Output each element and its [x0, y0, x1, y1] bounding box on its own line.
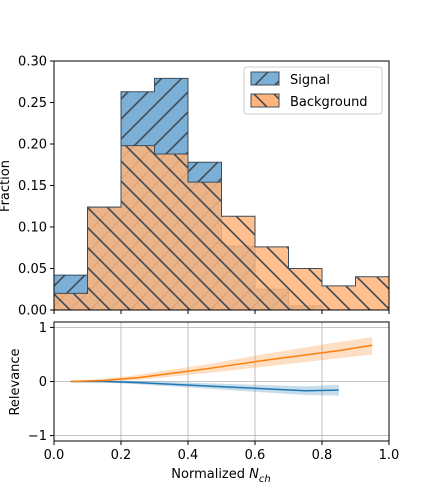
relevance-y-tick-label: −1 [28, 429, 47, 444]
histogram-panel: 0.00 0.05 0.10 0.15 0.20 0.25 0.30 Fraction Si… [0, 55, 390, 319]
histogram-y-tick-label: 0.20 [18, 138, 47, 153]
relevance-x-ticks: 0.0 0.2 0.4 0.6 0.8 1.0 [44, 441, 400, 463]
bar-hatch-background-2 [121, 145, 155, 310]
relevance-x-tick-label: 0.2 [111, 448, 132, 463]
relevance-series [70, 337, 373, 396]
relevance-band-orange [70, 337, 373, 383]
x-axis-label-var: N [249, 467, 259, 482]
histogram-bars [54, 77, 389, 310]
bar-hatch-background-8 [322, 285, 356, 310]
bar-hatch-background-5 [221, 216, 255, 310]
legend: Signal Background [243, 66, 383, 115]
histogram-y-tick-label: 0.15 [18, 179, 47, 194]
series-background-bars [54, 145, 389, 310]
bar-hatch-background-6 [255, 246, 289, 310]
relevance-series-orange [70, 337, 373, 383]
histogram-y-tick-label: 0.30 [18, 55, 47, 70]
relevance-band-blue [70, 380, 339, 396]
histogram-y-axis-label: Fraction [0, 160, 13, 212]
histogram-y-tick-label: 0.25 [18, 96, 47, 111]
relevance-x-tick-label: 0.4 [178, 448, 199, 463]
histogram-y-tick-label: 0.10 [18, 221, 47, 236]
x-axis-label: Normalized Nch [171, 467, 270, 485]
relevance-y-tick-label: 0 [39, 375, 47, 390]
histogram-y-ticks: 0.00 0.05 0.10 0.15 0.20 0.25 0.30 [18, 55, 54, 319]
legend-label-signal: Signal [290, 73, 330, 88]
x-axis-label-sub: ch [259, 474, 271, 485]
relevance-series-blue [70, 380, 339, 396]
relevance-x-tick-label: 0.6 [245, 448, 266, 463]
relevance-x-tick-label: 0.0 [44, 448, 65, 463]
bar-hatch-background-4 [188, 182, 222, 310]
relevance-panel: −1 0 1 0.0 0.2 0.4 0.6 0.8 1.0 Relevance Normal… [8, 321, 399, 485]
bar-hatch-background-0 [54, 293, 88, 310]
relevance-line-orange [70, 344, 373, 383]
relevance-y-tick-label: 1 [39, 321, 47, 336]
relevance-x-tick-label: 0.8 [312, 448, 333, 463]
bar-hatch-background-1 [87, 207, 121, 310]
relevance-line-blue [70, 380, 339, 392]
relevance-y-ticks: −1 0 1 [28, 321, 54, 444]
bar-hatch-background-9 [355, 276, 389, 310]
relevance-x-tick-label: 1.0 [379, 448, 400, 463]
legend-label-background: Background [290, 95, 368, 110]
x-axis-label-main: Normalized [171, 467, 249, 482]
histogram-y-tick-label: 0.00 [18, 304, 47, 319]
legend-swatch-background-hatch [251, 94, 279, 107]
legend-swatch-signal-hatch [251, 72, 279, 85]
bar-hatch-background-7 [288, 268, 322, 310]
outline-background [54, 145, 389, 310]
histogram-y-tick-label: 0.05 [18, 262, 47, 277]
histogram-x-ticks [53, 310, 390, 314]
bar-hatch-background-3 [154, 153, 188, 310]
relevance-y-axis-label: Relevance [8, 348, 23, 415]
